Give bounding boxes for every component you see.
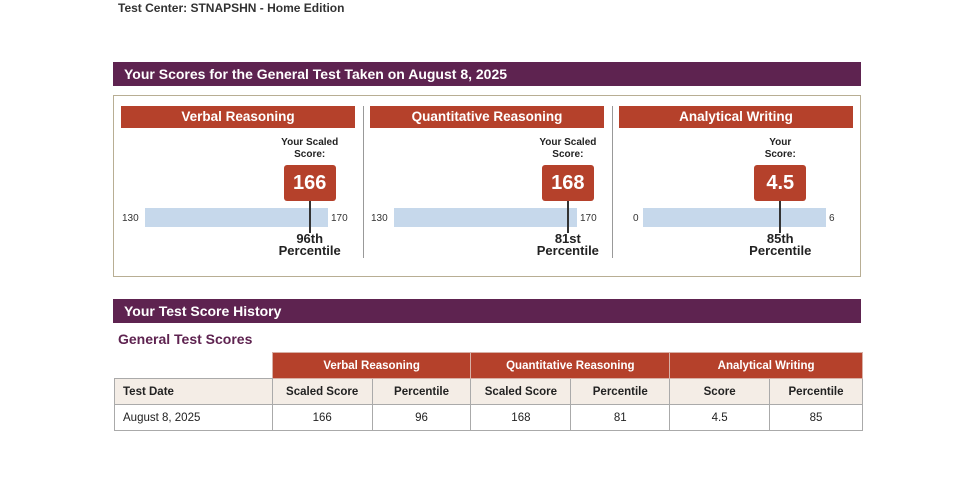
cell: 166: [271, 404, 373, 431]
range-min: 130: [371, 213, 388, 224]
percentile-word: Percentile: [278, 243, 341, 258]
percentile-word: Percentile: [749, 243, 812, 258]
label-line: Score:: [552, 149, 584, 160]
column-header: Percentile: [570, 378, 671, 405]
percentile-word: Percentile: [536, 243, 599, 258]
your-score-label: Your Score:: [740, 137, 820, 161]
scores-banner: Your Scores for the General Test Taken o…: [113, 62, 861, 86]
score-section-2: Analytical Writing Your Score: 4.5 0 6 85…: [619, 106, 853, 258]
percentile-value: 81st: [554, 231, 581, 246]
percentile-label: 85th Percentile: [730, 231, 830, 258]
group-header: Verbal Reasoning: [271, 352, 472, 379]
score-box: 4.5: [754, 165, 807, 201]
percentile-value: 85th: [766, 231, 794, 246]
score-range-bar: [394, 208, 577, 227]
blank-header: [114, 352, 273, 379]
range-max: 6: [829, 213, 835, 224]
cell: 96: [371, 404, 472, 431]
column-header: Percentile: [769, 378, 863, 405]
divider: [612, 106, 613, 258]
label-line: Your Scaled: [539, 137, 597, 148]
score-range-bar: [643, 208, 826, 227]
score-marker: [566, 201, 569, 233]
cell: August 8, 2025: [114, 404, 273, 431]
percentile-label: 81st Percentile: [518, 231, 618, 258]
table-row: August 8, 2025 166 96 168 81 4.5 85: [114, 404, 863, 431]
your-score-label: Your Scaled Score:: [270, 137, 350, 161]
label-line: Your: [769, 137, 792, 148]
score-box: 166: [283, 165, 336, 201]
range-min: 130: [122, 213, 139, 224]
score-marker: [308, 201, 311, 233]
history-subtitle: General Test Scores: [118, 331, 253, 347]
group-header: Analytical Writing: [669, 352, 863, 379]
score-marker: [779, 201, 782, 233]
your-score-label: Your Scaled Score:: [528, 137, 608, 161]
column-header: Percentile: [371, 378, 472, 405]
label-line: Score:: [294, 149, 326, 160]
range-min: 0: [633, 213, 639, 224]
percentile-value: 96th: [296, 231, 324, 246]
section-title: Verbal Reasoning: [121, 106, 355, 128]
column-header: Test Date: [114, 378, 273, 405]
group-header: Quantitative Reasoning: [470, 352, 671, 379]
label-line: Your Scaled: [281, 137, 339, 148]
column-header: Score: [669, 378, 771, 405]
cell: 81: [570, 404, 671, 431]
score-range-bar: [145, 208, 328, 227]
column-header: Scaled Score: [470, 378, 572, 405]
label-line: Score:: [764, 149, 796, 160]
percentile-label: 96th Percentile: [260, 231, 360, 258]
scores-panel: Verbal Reasoning Your Scaled Score: 166 1…: [113, 95, 861, 277]
section-title: Quantitative Reasoning: [370, 106, 604, 128]
score-section-1: Quantitative Reasoning Your Scaled Score:…: [370, 106, 604, 258]
history-banner: Your Test Score History: [113, 299, 861, 323]
cell: 168: [470, 404, 572, 431]
score-history-table: Verbal Reasoning Quantitative Reasoning …: [114, 352, 863, 431]
divider: [363, 106, 364, 258]
score-section-0: Verbal Reasoning Your Scaled Score: 166 1…: [121, 106, 355, 258]
section-title: Analytical Writing: [619, 106, 853, 128]
score-box: 168: [541, 165, 594, 201]
cell: 85: [769, 404, 863, 431]
test-center-text: Test Center: STNAPSHN - Home Edition: [118, 1, 345, 15]
range-max: 170: [580, 213, 597, 224]
cell: 4.5: [669, 404, 771, 431]
column-header: Scaled Score: [271, 378, 373, 405]
range-max: 170: [331, 213, 348, 224]
